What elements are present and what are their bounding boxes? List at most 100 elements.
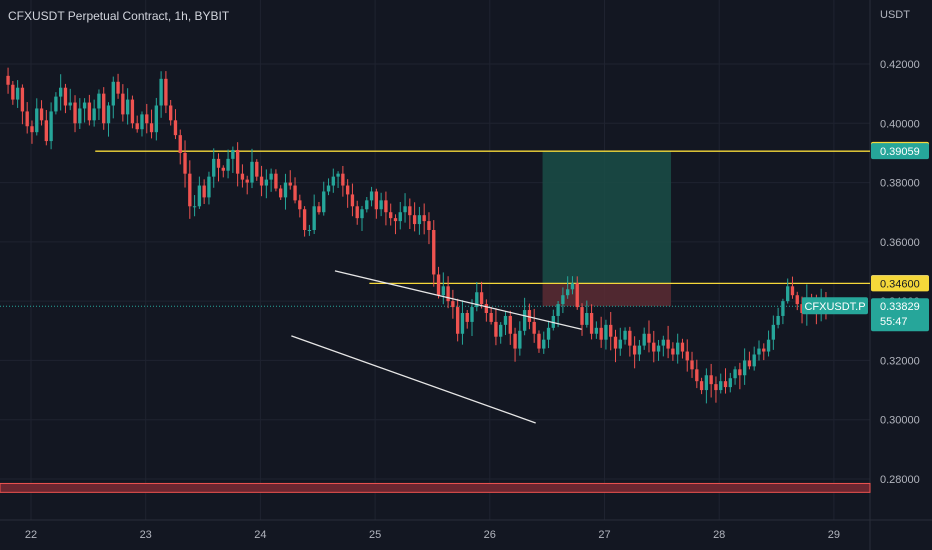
candle-body xyxy=(111,81,115,106)
candle-body xyxy=(350,194,355,207)
candle-body xyxy=(565,289,570,296)
candle-body xyxy=(159,78,163,106)
candle-body xyxy=(403,206,407,213)
candle-body xyxy=(35,108,39,133)
candle-body xyxy=(341,173,345,186)
candle-body xyxy=(54,96,58,112)
symbol-badge: CFXUSDT.P xyxy=(804,301,865,313)
candle-body xyxy=(546,327,551,340)
candle-body xyxy=(776,315,780,325)
candle-body xyxy=(15,87,20,100)
candle-body xyxy=(97,93,101,109)
x-tick-label: 26 xyxy=(484,529,496,541)
candle-body xyxy=(518,330,522,349)
candle-body xyxy=(499,324,503,337)
candle-body xyxy=(446,286,450,302)
candle-body xyxy=(39,108,44,121)
x-tick-label: 29 xyxy=(828,529,840,541)
candle-body xyxy=(532,321,536,334)
candle-body xyxy=(733,369,737,379)
candle-body xyxy=(652,342,656,352)
candle-body xyxy=(355,206,359,219)
candle-body xyxy=(255,161,259,177)
candle-body xyxy=(135,123,139,130)
candle-body xyxy=(87,102,92,121)
price-unit: USDT xyxy=(880,9,910,21)
candle-body xyxy=(345,185,350,195)
candle-body xyxy=(231,149,235,159)
candle-body xyxy=(11,84,15,100)
candle-body xyxy=(685,351,689,361)
candle-body xyxy=(441,286,445,296)
candle-body xyxy=(527,310,532,322)
x-tick-label: 23 xyxy=(140,529,152,541)
candle-body xyxy=(436,274,441,296)
candle-body xyxy=(719,381,723,391)
candle-body xyxy=(63,87,68,106)
candle-body xyxy=(508,315,512,334)
candle-body xyxy=(542,339,546,349)
candle-body xyxy=(183,152,187,174)
candle-body xyxy=(240,173,245,180)
candle-body xyxy=(106,105,111,124)
candle-body xyxy=(393,218,398,222)
candle-body xyxy=(82,102,87,109)
symbol-badge-box xyxy=(802,297,868,315)
y-tick-label: 0.36000 xyxy=(880,237,920,249)
candle-body xyxy=(274,173,278,189)
y-tick-label: 0.28000 xyxy=(880,474,920,486)
candle-body xyxy=(169,105,173,121)
candle-body xyxy=(709,375,713,385)
candle-body xyxy=(762,348,766,352)
candle-body xyxy=(336,173,340,177)
support-band xyxy=(0,482,871,493)
candle-body xyxy=(379,200,383,210)
candle-body xyxy=(589,313,594,334)
candle-body xyxy=(676,342,680,355)
candle-body xyxy=(786,286,790,302)
candle-body xyxy=(49,111,53,142)
x-tick-label: 25 xyxy=(369,529,381,541)
candle-body xyxy=(656,345,661,352)
price-label: 0.39059 xyxy=(880,146,920,158)
candle-body xyxy=(723,381,728,388)
candle-body xyxy=(609,324,613,337)
candle-body xyxy=(613,336,618,349)
candle-body xyxy=(628,330,632,346)
candle-body xyxy=(302,209,307,231)
candle-body xyxy=(398,212,402,222)
x-tick-label: 24 xyxy=(254,529,266,541)
candle-body xyxy=(92,108,96,121)
candle-body xyxy=(235,149,240,174)
candle-body xyxy=(212,158,216,177)
candle-body xyxy=(20,87,25,112)
candle-body xyxy=(556,304,560,316)
candle-body xyxy=(661,339,666,346)
candle-body xyxy=(374,191,379,210)
candle-body xyxy=(221,167,225,171)
candle-body xyxy=(245,179,249,183)
candle-body xyxy=(728,378,732,388)
price-label: 0.34600 xyxy=(880,278,920,290)
chart-title: CFXUSDT Perpetual Contract, 1h, BYBIT xyxy=(8,9,230,23)
candle-body xyxy=(384,200,388,213)
current-price-box xyxy=(871,298,929,332)
candle-body xyxy=(322,191,326,213)
candle-body xyxy=(551,315,555,328)
candle-body xyxy=(704,375,709,391)
candle-body xyxy=(192,206,197,208)
candle-body xyxy=(647,333,651,343)
bar-countdown: 55:47 xyxy=(880,316,908,328)
candle-body xyxy=(149,123,154,133)
candle-body xyxy=(699,381,704,391)
candle-body xyxy=(312,206,316,231)
y-tick-label: 0.38000 xyxy=(880,178,920,190)
candle-body xyxy=(455,307,460,334)
candle-body xyxy=(173,120,178,136)
candle-body xyxy=(164,78,168,106)
candle-body xyxy=(690,360,694,370)
candle-body xyxy=(470,307,474,322)
candle-body xyxy=(479,292,484,305)
candle-body xyxy=(283,182,288,198)
